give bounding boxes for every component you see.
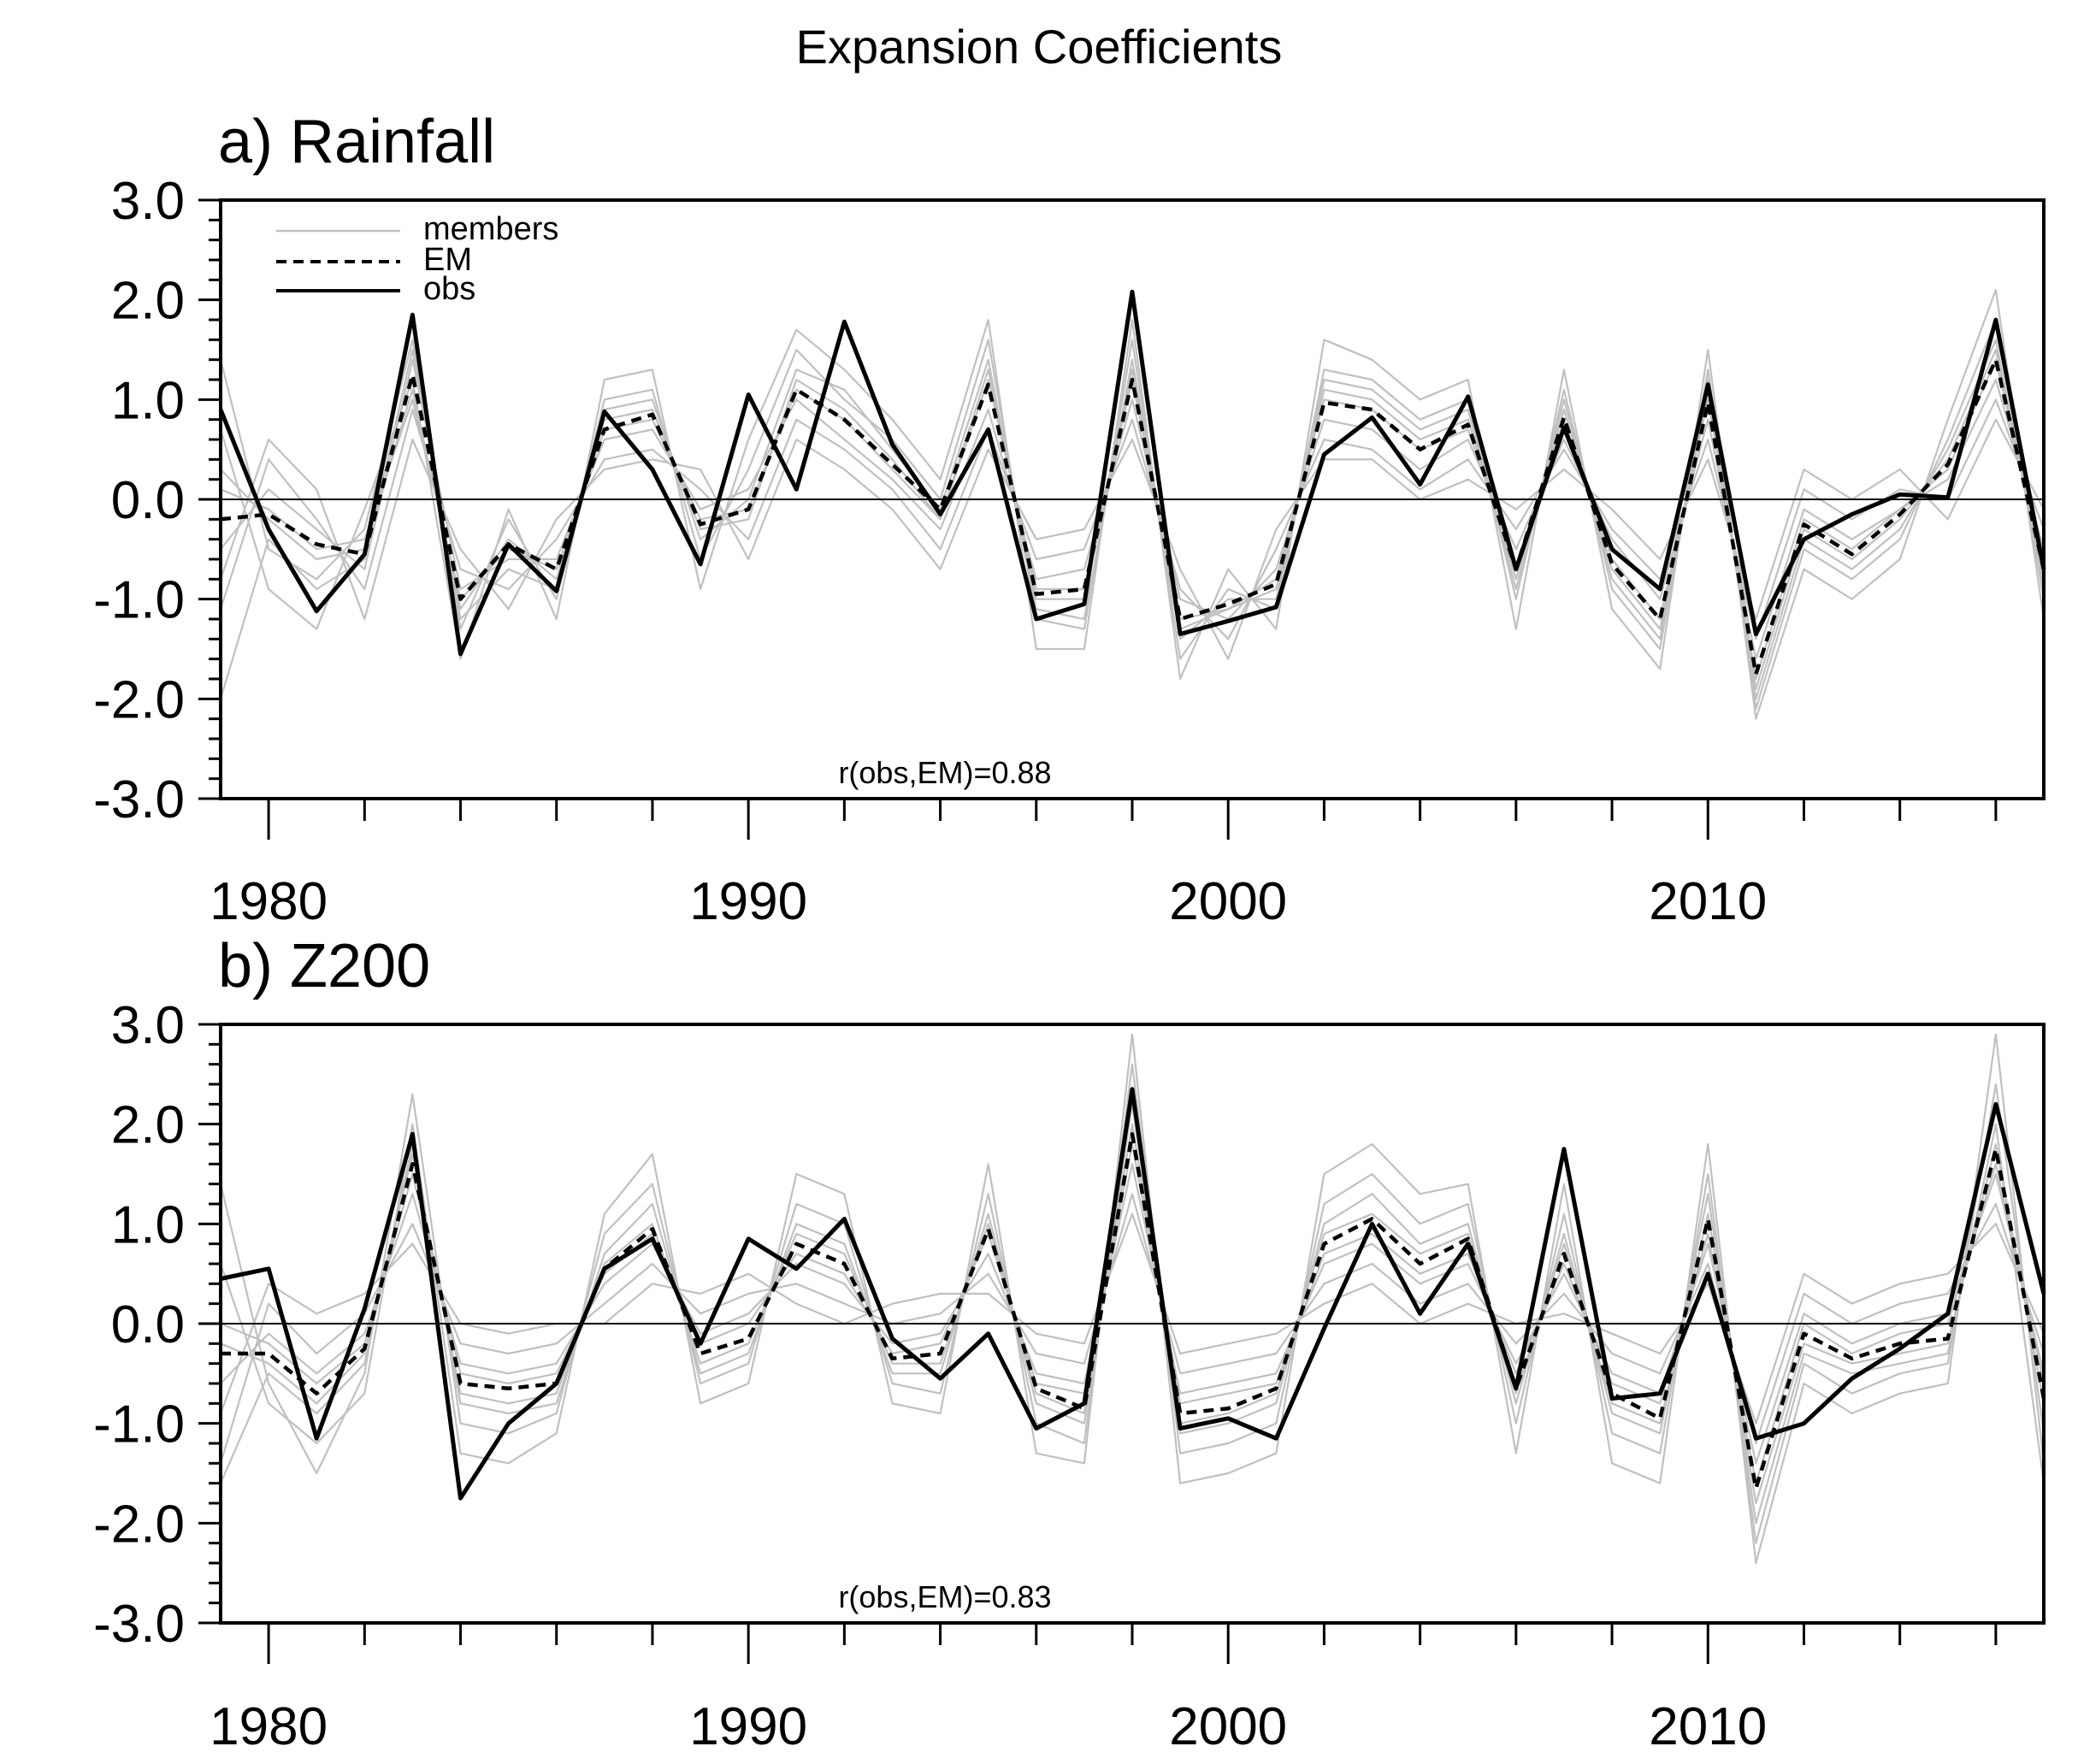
x-tick-label: 2000 xyxy=(1169,1697,1287,1756)
obs-line xyxy=(220,1087,2046,1501)
x-tick-label: 1990 xyxy=(689,872,807,931)
panel-rainfall: a) Rainfall 3.0 2.0 1.0 0.0 -1.0 -2.0 -3.0 198… xyxy=(93,108,2046,931)
em-line-group xyxy=(221,1132,2046,1490)
member-line xyxy=(219,398,2046,640)
panel-title: b) Z200 xyxy=(218,932,430,1000)
obs-line xyxy=(218,289,2046,657)
x-axis-ticks: 1980 1990 2000 2010 xyxy=(210,1623,1998,1756)
x-axis-ticks: 1980 1990 2000 2010 xyxy=(210,799,1998,931)
y-tick-label: -1.0 xyxy=(93,571,185,630)
correlation-annotation: r(obs,EM)=0.83 xyxy=(838,1579,1051,1614)
y-tick-label: 0.0 xyxy=(111,1295,185,1354)
y-tick-label: 3.0 xyxy=(111,996,185,1055)
obs-line-group xyxy=(218,289,2046,657)
panel-title: a) Rainfall xyxy=(218,108,495,176)
plot-frame xyxy=(219,198,2046,800)
x-tick-label: 2010 xyxy=(1649,872,1767,931)
y-tick-label: 2.0 xyxy=(111,272,185,331)
y-tick-label: -3.0 xyxy=(93,1595,185,1654)
member-line xyxy=(219,1212,2046,1425)
y-tick-label: 1.0 xyxy=(111,1195,185,1254)
y-tick-label: -2.0 xyxy=(93,1495,185,1554)
y-tick-label: -1.0 xyxy=(93,1395,185,1454)
member-line xyxy=(219,1033,2046,1565)
member-line xyxy=(219,339,2046,700)
em-line-group xyxy=(220,357,2046,676)
member-line xyxy=(219,1193,2046,1464)
y-axis-ticks: 3.0 2.0 1.0 0.0 -1.0 -2.0 -3.0 xyxy=(93,996,221,1654)
y-tick-label: -2.0 xyxy=(93,670,185,729)
member-line xyxy=(219,418,2045,660)
y-tick-label: 2.0 xyxy=(111,1096,185,1155)
em-line xyxy=(220,357,2046,676)
plot-frame xyxy=(219,1023,2046,1625)
obs-line-group xyxy=(220,1087,2046,1501)
x-tick-label: 1980 xyxy=(210,872,328,931)
figure-title: Expansion Coefficients xyxy=(796,20,1283,74)
panel-z200: b) Z200 3.0 2.0 1.0 0.0 -1.0 -2.0 -3.0 1980 199… xyxy=(93,932,2046,1756)
legend-em-label: EM xyxy=(423,242,472,278)
correlation-annotation: r(obs,EM)=0.88 xyxy=(838,755,1051,790)
y-tick-label: 0.0 xyxy=(111,471,185,530)
legend-members-label: members xyxy=(423,211,558,247)
y-tick-label: 1.0 xyxy=(111,371,185,430)
x-tick-label: 1980 xyxy=(210,1697,328,1756)
y-axis-ticks: 3.0 2.0 1.0 0.0 -1.0 -2.0 -3.0 xyxy=(93,172,221,829)
member-line xyxy=(220,1163,2046,1465)
y-tick-label: 3.0 xyxy=(111,172,185,231)
em-line xyxy=(221,1132,2046,1490)
legend-obs-label: obs xyxy=(423,271,475,307)
y-tick-label: -3.0 xyxy=(93,770,185,829)
member-line xyxy=(219,288,2046,720)
x-tick-label: 2000 xyxy=(1169,872,1287,931)
member-line xyxy=(220,358,2046,660)
x-tick-label: 2010 xyxy=(1649,1697,1767,1756)
legend: members EM obs xyxy=(276,211,558,307)
member-lines xyxy=(219,1033,2046,1565)
member-lines xyxy=(219,288,2046,720)
x-tick-label: 1990 xyxy=(689,1697,807,1756)
member-line xyxy=(220,358,2046,681)
